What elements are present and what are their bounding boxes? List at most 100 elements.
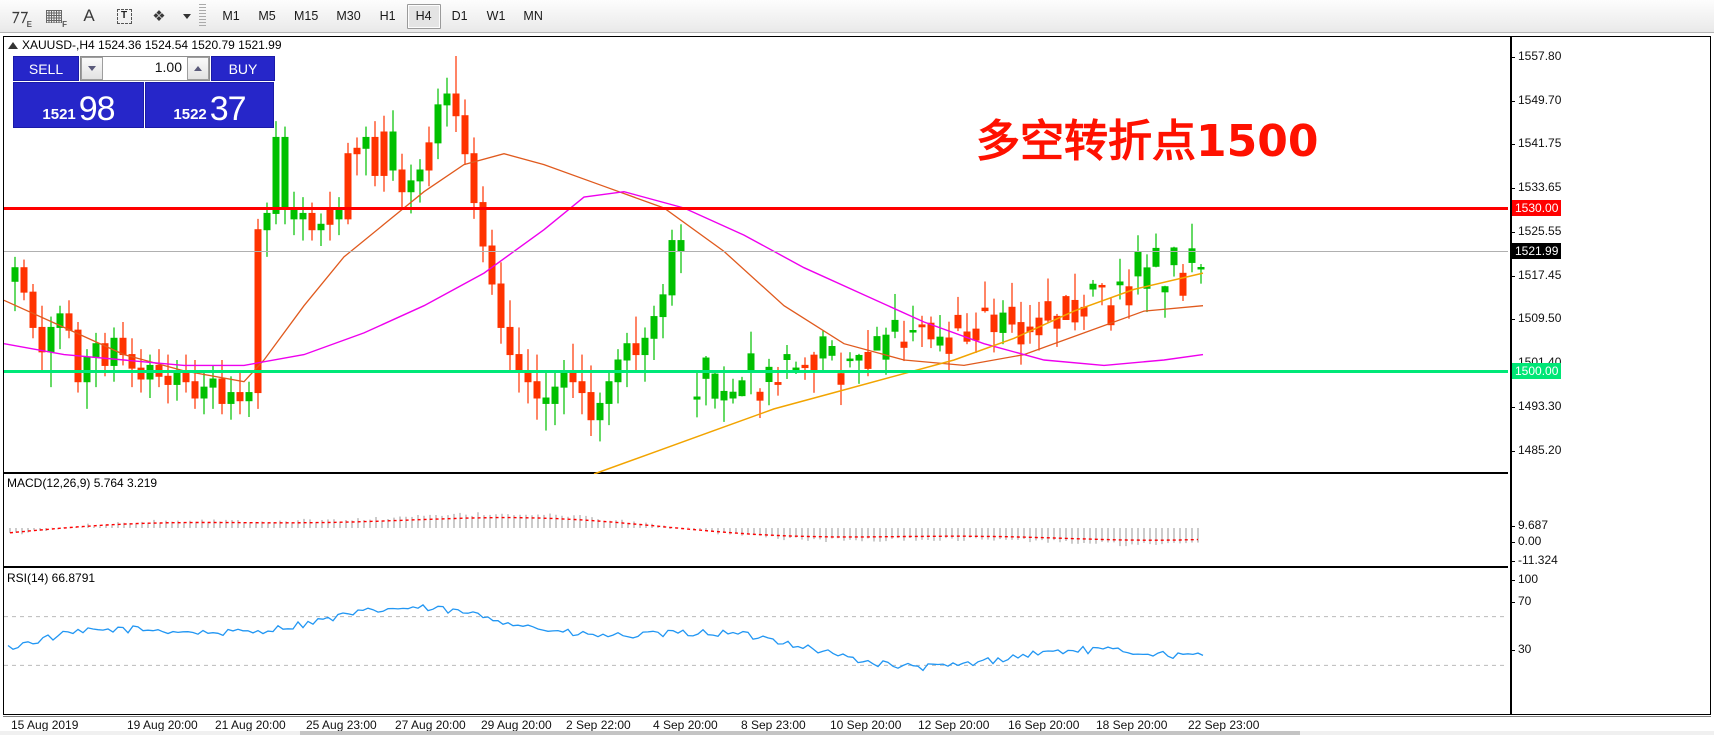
- buy-price-whole: 1522: [173, 106, 207, 123]
- timeframe-mn-button[interactable]: MN: [523, 9, 543, 23]
- tick-mark: [1511, 580, 1515, 581]
- macd-label: MACD(12,26,9) 5.764 3.219: [7, 476, 158, 490]
- macd-series: [9, 512, 1199, 547]
- price-tick-label: 1485.20: [1518, 443, 1562, 458]
- resistance-line-label[interactable]: 1530.00: [1512, 200, 1562, 216]
- time-axis-label: 19 Aug 20:00: [127, 718, 198, 732]
- rsi-tick: 30: [1511, 642, 1711, 656]
- tick-mark: [1511, 407, 1515, 409]
- price-tick: 1541.75: [1511, 136, 1711, 150]
- candlestick-series: [4, 56, 1205, 474]
- price-tick-label: 1525.55: [1518, 224, 1562, 239]
- chart-annotation-text[interactable]: 多空转折点1500: [976, 116, 1319, 167]
- periodicity-icon[interactable]: F: [38, 2, 70, 30]
- volume-input[interactable]: 1.00: [154, 59, 182, 75]
- time-axis-label: 25 Aug 23:00: [306, 718, 377, 732]
- time-axis[interactable]: 15 Aug 2019 19 Aug 20:00 21 Aug 20:00 25 Au…: [3, 716, 1711, 735]
- macd-tick-label: 9.687: [1518, 518, 1549, 532]
- time-axis-label: 4 Sep 20:00: [653, 718, 718, 732]
- support-line-label[interactable]: 1500.00: [1512, 362, 1562, 379]
- current-1521.99-line[interactable]: [4, 251, 1508, 253]
- rsi-tick-label: 30: [1518, 642, 1532, 656]
- sell-price-display[interactable]: 1521 98: [13, 82, 144, 128]
- sell-price-pips: 98: [78, 90, 116, 128]
- buy-price-pips: 37: [209, 90, 247, 128]
- chart-header: XAUUSD-,H4 1524.36 1524.54 1520.79 1521.…: [8, 38, 282, 52]
- timeframe-d1-button[interactable]: D1: [451, 9, 468, 23]
- support-1500-line[interactable]: [4, 369, 1508, 373]
- rsi-pane[interactable]: RSI(14) 66.8791: [4, 570, 1508, 714]
- rsi-tick: 100: [1511, 572, 1711, 586]
- price-pane[interactable]: XAUUSD-,H4 1524.36 1524.54 1520.79 1521.…: [4, 37, 1508, 474]
- time-axis-label: 16 Sep 20:00: [1008, 718, 1080, 732]
- buy-button[interactable]: BUY: [211, 56, 275, 81]
- objects-icon[interactable]: ❖: [143, 2, 175, 30]
- volume-stepper[interactable]: 1.00: [80, 56, 210, 81]
- volume-decrement-button[interactable]: [81, 57, 103, 80]
- toolbar-grip[interactable]: [199, 4, 206, 28]
- one-click-trading-panel: SELL 1.00 BUY 1521 98: [13, 56, 275, 128]
- tick-mark: [1511, 276, 1515, 278]
- periodicity-icon-sub: F: [62, 20, 67, 29]
- indicators-icon[interactable]: ⁊⁊ E: [8, 6, 32, 29]
- trade-panel-controls: SELL 1.00 BUY: [13, 56, 275, 81]
- chevron-down-glyph: [183, 13, 191, 19]
- tick-mark: [1511, 650, 1515, 651]
- tick-mark: [1511, 232, 1515, 234]
- macd-tick: 0.00: [1511, 534, 1711, 548]
- time-axis-label: 21 Aug 20:00: [215, 718, 286, 732]
- timeframe-group: M1 M5 M15 M30 H1 H4 D1 W1 MN: [213, 3, 552, 29]
- current-price-label[interactable]: 1521.99: [1512, 243, 1562, 260]
- price-tick: 1493.30: [1511, 399, 1711, 413]
- price-axis[interactable]: 1557.80 1549.70 1541.75 1533.65 1525.55 1517.…: [1510, 37, 1710, 714]
- timeframe-m1-button[interactable]: M1: [222, 9, 240, 23]
- tick-mark: [1511, 101, 1515, 103]
- indicators-icon-sub: E: [26, 20, 32, 29]
- tick-mark: [1511, 451, 1515, 453]
- price-tick-label: 1509.50: [1518, 311, 1562, 326]
- time-axis-label: 8 Sep 23:00: [741, 718, 806, 732]
- rsi-tick-label: 70: [1518, 594, 1532, 608]
- price-tick-label: 1493.30: [1518, 399, 1562, 414]
- time-axis-label: 22 Sep 23:00: [1188, 718, 1260, 732]
- macd-tick: -11.324: [1511, 553, 1711, 567]
- axis-rule: [1511, 37, 1512, 714]
- timeframe-h4-button[interactable]: H4: [406, 3, 441, 29]
- tick-mark: [1511, 144, 1515, 146]
- volume-increment-button[interactable]: [187, 57, 209, 80]
- price-tick-label: 1557.80: [1518, 49, 1562, 64]
- collapse-triangle-icon[interactable]: [8, 42, 18, 50]
- price-tick-label: 1517.45: [1518, 268, 1562, 283]
- timeframe-h1-button[interactable]: H1: [379, 9, 396, 23]
- text-tool-glyph: A: [83, 6, 95, 25]
- horizontal-scrollbar[interactable]: [0, 731, 1714, 735]
- time-axis-label: 27 Aug 20:00: [395, 718, 466, 732]
- price-tick: 1509.50: [1511, 311, 1711, 325]
- chart-header-text: XAUUSD-,H4 1524.36 1524.54 1520.79 1521.…: [22, 38, 282, 52]
- timeframe-m15-button[interactable]: M15: [294, 9, 319, 23]
- price-tick: 1533.65: [1511, 180, 1711, 194]
- main-toolbar: ⁊⁊ E F A T ❖ M1 M5 M15 M30 H1 H4 D1 W1 MN: [0, 0, 1714, 33]
- text-tool-icon[interactable]: A: [73, 2, 105, 30]
- buy-price-display[interactable]: 1522 37: [145, 82, 274, 128]
- timeframe-m5-button[interactable]: M5: [258, 9, 276, 23]
- scrollbar-thumb[interactable]: [300, 731, 1300, 735]
- sell-button[interactable]: SELL: [13, 56, 79, 81]
- macd-pane[interactable]: MACD(12,26,9) 5.764 3.219: [4, 476, 1508, 568]
- tick-mark: [1511, 319, 1515, 321]
- text-label-icon[interactable]: T: [108, 2, 140, 30]
- tick-mark: [1511, 188, 1515, 190]
- tick-mark: [1511, 542, 1515, 543]
- rsi-tick-label: 100: [1518, 572, 1539, 586]
- timeframe-w1-button[interactable]: W1: [486, 9, 506, 23]
- price-tick: 1525.55: [1511, 224, 1711, 238]
- time-axis-label: 15 Aug 2019: [11, 718, 79, 732]
- macd-tick: 9.687: [1511, 518, 1711, 532]
- tick-mark: [1511, 561, 1515, 562]
- rsi-label: RSI(14) 66.8791: [7, 571, 96, 585]
- chevron-down-icon[interactable]: [178, 2, 194, 30]
- resistance-1530-line[interactable]: [4, 207, 1508, 210]
- timeframe-m30-button[interactable]: M30: [336, 9, 361, 23]
- trade-panel-prices: 1521 98 1522 37: [13, 82, 275, 128]
- chevron-up-icon: [194, 66, 202, 71]
